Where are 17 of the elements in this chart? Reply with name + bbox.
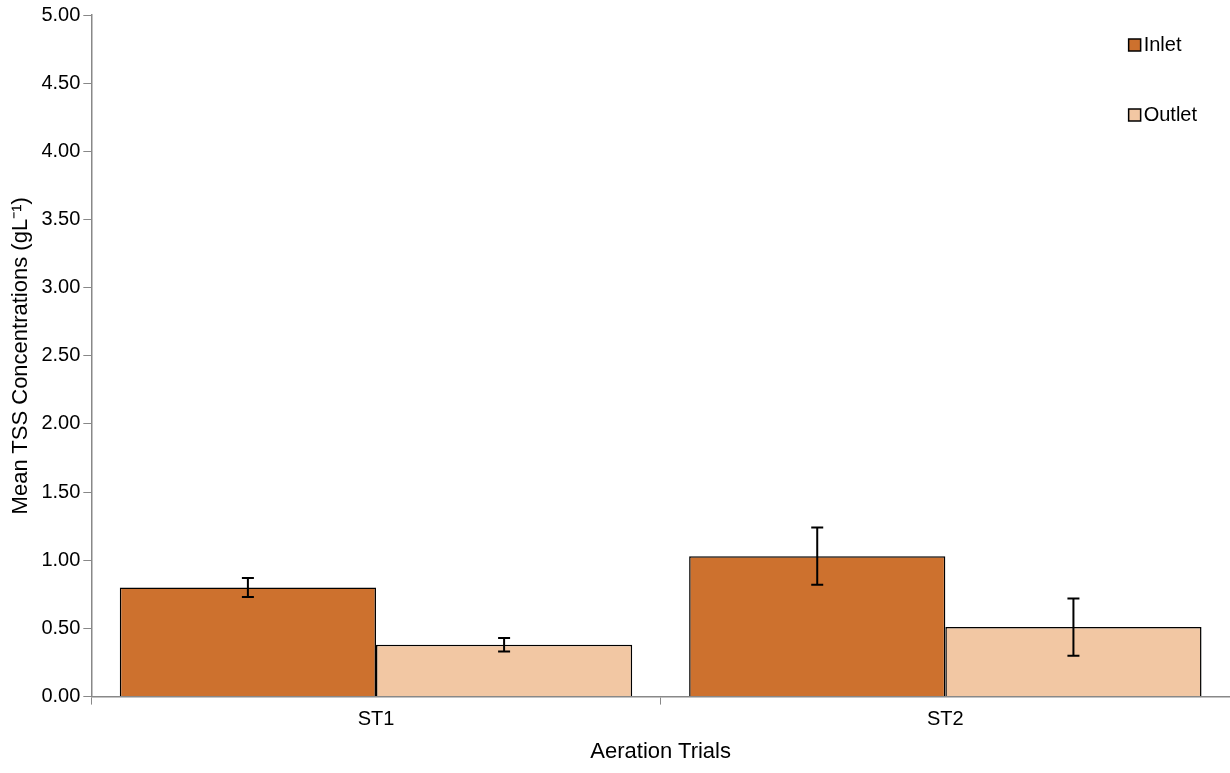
y-tick-label: 3.00	[41, 275, 81, 298]
y-tick-label: 3.50	[41, 207, 81, 229]
x-tick-label: ST2	[926, 707, 964, 730]
y-tick-label: 0.00	[41, 684, 81, 707]
legend-label: Inlet	[1143, 32, 1182, 55]
x-tick-label: ST1	[357, 707, 395, 730]
y-tick-label: 5.00	[41, 2, 81, 25]
y-tick-label: 1.50	[41, 479, 81, 502]
y-tick-label: 4.50	[41, 70, 81, 93]
y-axis-title: Mean TSS Concentrations (gL⁻¹)	[7, 197, 33, 515]
y-tick-label: 1.00	[41, 547, 81, 570]
y-tick-label: 4.00	[41, 138, 81, 161]
x-axis-title: Aeration Trials	[590, 737, 731, 763]
y-tick-label: 2.50	[41, 343, 81, 366]
y-tick-label: 0.50	[41, 615, 81, 638]
y-tick-label: 2.00	[41, 411, 81, 434]
legend-label: Outlet	[1143, 102, 1198, 125]
